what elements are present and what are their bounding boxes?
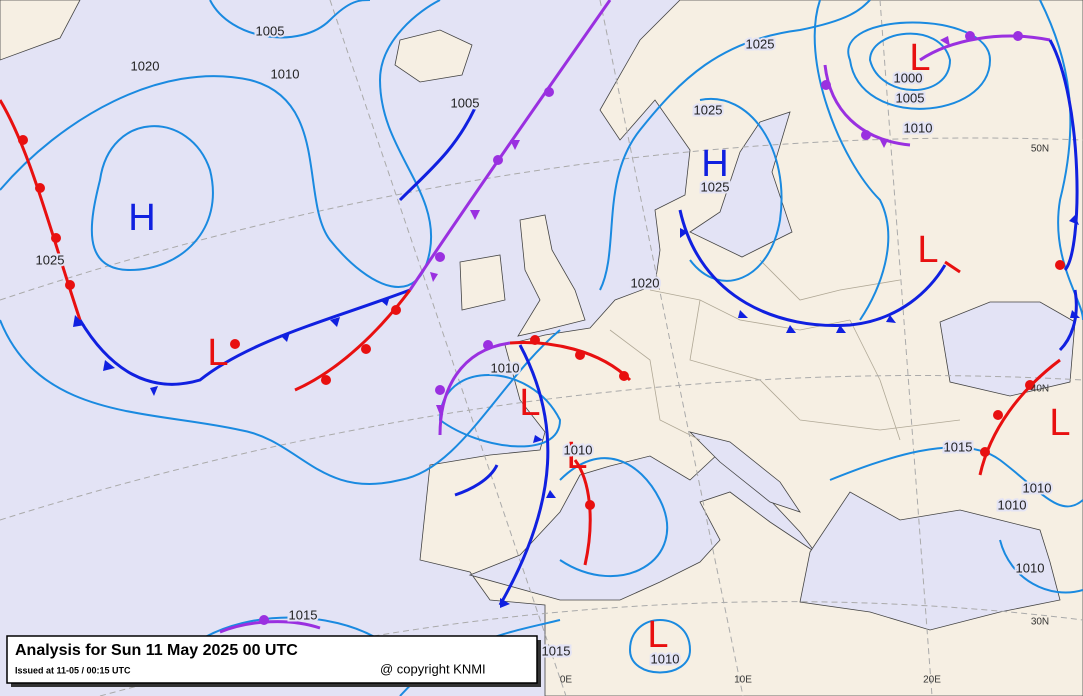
latitude-label: 50N: [1031, 144, 1049, 155]
isobar-label: 1020: [131, 58, 160, 73]
front-symbols: [18, 31, 1080, 625]
longitude-label: 10E: [734, 675, 752, 686]
isobar-label: 1000: [894, 70, 923, 85]
latitude-label: 40N: [1031, 384, 1049, 395]
title-box-frame: [6, 635, 538, 684]
longitude-label: 20E: [923, 675, 941, 686]
isobar-label: 1010: [491, 360, 520, 375]
isobar-label: 1005: [896, 90, 925, 105]
isobar-label: 1015: [289, 607, 318, 622]
isobar-labels: 1005 1020 1010 1005 1025 1025 1025 1025 …: [34, 21, 1054, 668]
fronts: [0, 0, 1079, 634]
isobar-label: 1025: [701, 179, 730, 194]
latitude-label: 30N: [1031, 617, 1049, 628]
pressure-centers: H H L L L L L L L: [128, 37, 1070, 656]
low-center: L: [917, 229, 938, 271]
isobar-label: 1005: [256, 23, 285, 38]
isobar-label: 1010: [564, 442, 593, 457]
high-center: H: [701, 143, 728, 185]
copyright: @ copyright KNMI: [380, 661, 486, 676]
title-box: Analysis for Sun 11 May 2025 00 UTC Issu…: [6, 635, 541, 687]
isobar-label: 1010: [271, 66, 300, 81]
isobar-label: 1015: [542, 643, 571, 658]
isobar-label: 1010: [904, 120, 933, 135]
inland-seas: [468, 111, 1076, 631]
map-title: Analysis for Sun 11 May 2025 00 UTC: [15, 642, 298, 659]
low-center: L: [207, 332, 228, 374]
isobar-label: 1010: [1016, 560, 1045, 575]
isobar-label: 1010: [651, 651, 680, 666]
low-center: L: [647, 614, 668, 656]
isobar-label: 1020: [631, 275, 660, 290]
graticule-labels: 50N 40N 30N 0E 10E 20E: [560, 144, 1049, 686]
isobar-label: 1025: [36, 252, 65, 267]
isobar-label: 1025: [746, 36, 775, 51]
isobar-label: 1025: [694, 102, 723, 117]
longitude-label: 0E: [560, 675, 573, 686]
low-center: L: [519, 382, 540, 424]
issued-time: Issued at 11-05 / 00:15 UTC: [15, 665, 131, 675]
isobar-label: 1015: [944, 439, 973, 454]
low-center: L: [909, 37, 930, 79]
high-center: H: [128, 197, 155, 239]
low-center: L: [1049, 402, 1070, 444]
country-borders: [609, 259, 961, 441]
isobar-label: 1010: [998, 497, 1027, 512]
low-center: L: [566, 435, 587, 477]
isobar-label: 1005: [451, 95, 480, 110]
isobar-label: 1010: [1023, 480, 1052, 495]
